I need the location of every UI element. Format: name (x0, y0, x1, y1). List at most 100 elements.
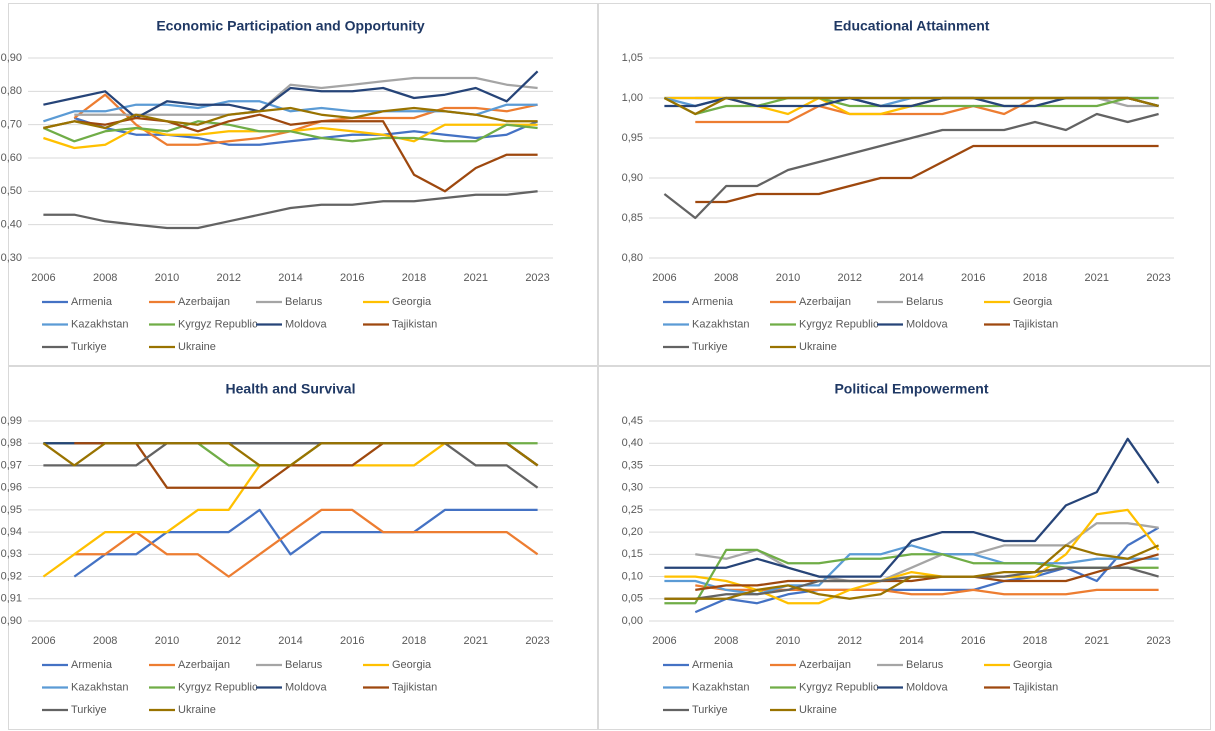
x-tick-label: 2016 (340, 272, 364, 284)
x-tick-label: 2014 (278, 635, 302, 647)
y-tick-label: 0,45 (622, 415, 643, 427)
x-tick-label: 2008 (714, 272, 738, 284)
x-tick-label: 2016 (340, 635, 364, 647)
series-line (43, 106, 538, 130)
legend-label: Kazakhstan (692, 681, 749, 693)
legend-label: Georgia (392, 659, 432, 671)
legend-label: Armenia (71, 659, 113, 671)
legend-label: Georgia (1013, 296, 1053, 308)
legend-label: Tajikistan (1013, 318, 1058, 330)
series-line (694, 526, 1160, 614)
panel-border (8, 3, 598, 366)
y-tick-label: 0,80 (1, 85, 22, 97)
legend-label: Tajikistan (392, 318, 437, 330)
legend-label: Kyrgyz Republic (799, 318, 879, 330)
y-tick-label: 0,95 (622, 132, 643, 144)
legend-label: Turkiye (71, 704, 107, 716)
legend-label: Kazakhstan (71, 318, 128, 330)
y-tick-label: 1,00 (622, 92, 643, 104)
series-line (43, 442, 539, 489)
y-tick-label: 0,97 (1, 459, 22, 471)
x-tick-label: 2023 (525, 635, 549, 647)
legend-label: Tajikistan (1013, 681, 1058, 693)
x-tick-label: 2006 (31, 272, 55, 284)
x-tick-label: 2012 (837, 635, 861, 647)
series-line (695, 144, 1159, 204)
legend-label: Ukraine (178, 704, 216, 716)
legend-label: Armenia (692, 659, 734, 671)
legend-label: Georgia (392, 296, 432, 308)
x-tick-label: 2010 (776, 635, 800, 647)
y-tick-label: 0,20 (622, 526, 643, 538)
y-tick-label: 0,95 (1, 504, 22, 516)
series-line (664, 437, 1160, 578)
x-tick-label: 2021 (1085, 272, 1109, 284)
x-tick-label: 2008 (93, 635, 117, 647)
x-tick-label: 2021 (1085, 635, 1109, 647)
series-line (43, 190, 538, 230)
x-tick-label: 2016 (961, 635, 985, 647)
legend-label: Turkiye (692, 341, 728, 353)
y-tick-label: 0,10 (622, 570, 643, 582)
y-tick-label: 0,30 (622, 482, 643, 494)
y-tick-label: 0,94 (1, 526, 22, 538)
legend-label: Belarus (285, 659, 323, 671)
x-tick-label: 2016 (961, 272, 985, 284)
y-tick-label: 0,25 (622, 504, 643, 516)
chart-title: Political Empowerment (834, 381, 988, 397)
x-tick-label: 2018 (1023, 272, 1047, 284)
x-tick-label: 2008 (714, 635, 738, 647)
x-tick-label: 2018 (402, 635, 426, 647)
y-tick-label: 0,98 (1, 437, 22, 449)
chart-title: Health and Survival (226, 381, 356, 397)
legend-label: Ukraine (178, 341, 216, 353)
x-tick-label: 2021 (464, 635, 488, 647)
x-tick-label: 2012 (216, 635, 240, 647)
series-line (42, 120, 538, 143)
chart-title: Educational Attainment (834, 18, 990, 34)
legend-label: Belarus (285, 296, 323, 308)
y-tick-label: 0,40 (622, 437, 643, 449)
y-tick-label: 0,96 (1, 482, 22, 494)
legend-label: Moldova (285, 681, 327, 693)
series-line (43, 70, 539, 120)
panel-border (598, 3, 1211, 366)
y-tick-label: 0,70 (1, 119, 22, 131)
x-tick-label: 2010 (155, 272, 179, 284)
y-tick-label: 0,15 (622, 548, 643, 560)
legend-label: Kyrgyz Republic (799, 681, 879, 693)
x-tick-label: 2006 (652, 635, 676, 647)
x-tick-label: 2006 (652, 272, 676, 284)
series-line (695, 553, 1159, 592)
x-tick-label: 2021 (464, 272, 488, 284)
legend-label: Moldova (285, 318, 327, 330)
x-tick-label: 2012 (837, 272, 861, 284)
x-tick-label: 2014 (899, 635, 923, 647)
legend-label: Armenia (71, 296, 113, 308)
y-tick-label: 0,91 (1, 593, 22, 605)
legend-label: Georgia (1013, 659, 1053, 671)
legend-label: Azerbaijan (178, 296, 230, 308)
y-tick-label: 0,85 (622, 212, 643, 224)
legend-label: Tajikistan (392, 681, 437, 693)
series-line (74, 508, 539, 578)
legend-label: Azerbaijan (799, 296, 851, 308)
series-line (73, 93, 538, 146)
legend-label: Ukraine (799, 704, 837, 716)
legend-label: Azerbaijan (178, 659, 230, 671)
legend-label: Belarus (906, 296, 944, 308)
x-tick-label: 2010 (155, 635, 179, 647)
legend-label: Kyrgyz Republic (178, 318, 258, 330)
x-tick-label: 2023 (525, 272, 549, 284)
y-tick-label: 0,50 (1, 185, 22, 197)
y-tick-label: 1,05 (622, 52, 643, 64)
legend-label: Ukraine (799, 341, 837, 353)
x-tick-label: 2014 (899, 272, 923, 284)
legend-label: Azerbaijan (799, 659, 851, 671)
x-tick-label: 2023 (1146, 635, 1170, 647)
series-line (74, 76, 538, 116)
legend-label: Kyrgyz Republic (178, 681, 258, 693)
legend-label: Moldova (906, 681, 948, 693)
y-tick-label: 0,92 (1, 570, 22, 582)
